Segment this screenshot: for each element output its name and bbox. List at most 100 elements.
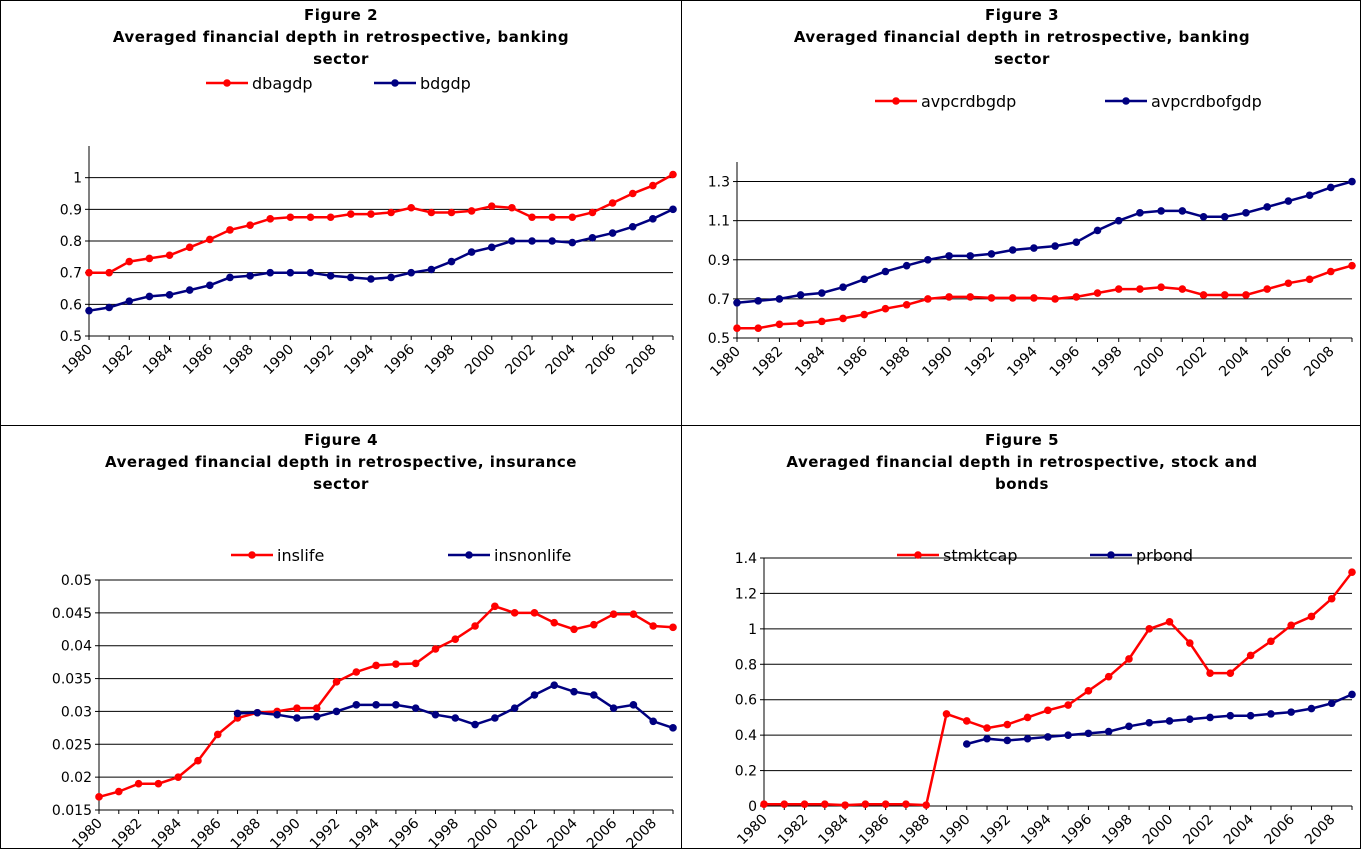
- data-point: [125, 257, 134, 266]
- y-tick-label: 0: [748, 799, 757, 815]
- data-point: [326, 213, 335, 222]
- x-tick-label: 2000: [1140, 812, 1177, 848]
- y-tick-label: 1.3: [708, 175, 730, 191]
- x-tick-label: 2006: [584, 815, 621, 848]
- x-tick-label: 1982: [100, 342, 137, 379]
- data-point: [628, 189, 637, 198]
- y-tick-label: 0.04: [61, 639, 92, 655]
- data-point: [1185, 715, 1194, 723]
- data-point: [902, 800, 910, 809]
- x-tick-label: 1986: [180, 341, 217, 378]
- x-tick-label: 1994: [341, 341, 378, 378]
- data-point: [1125, 655, 1133, 663]
- data-point: [1104, 727, 1113, 736]
- data-point: [1348, 261, 1356, 270]
- x-tick-label: 1996: [1047, 343, 1084, 380]
- data-point: [754, 324, 763, 333]
- legend-marker: [223, 79, 231, 87]
- legend-label: bdgdp: [420, 74, 471, 93]
- data-point: [510, 704, 519, 712]
- data-point: [1003, 720, 1012, 729]
- data-point: [431, 710, 440, 719]
- data-point: [306, 268, 315, 277]
- data-point: [1104, 672, 1113, 681]
- data-point: [293, 704, 301, 712]
- data-point: [293, 714, 301, 722]
- data-point: [550, 618, 559, 627]
- data-point: [1326, 267, 1335, 276]
- x-tick-label: 1996: [382, 341, 419, 378]
- series-line: [89, 173, 674, 274]
- data-point: [987, 250, 996, 258]
- data-point: [1348, 690, 1356, 699]
- x-tick-label: 1990: [919, 344, 956, 381]
- data-point: [796, 319, 805, 328]
- legend-label: prbond: [1136, 546, 1193, 565]
- data-point: [372, 661, 380, 670]
- x-tick-label: 2004: [1216, 343, 1253, 380]
- data-point: [451, 635, 460, 643]
- legend-marker: [391, 79, 399, 87]
- data-point: [1157, 207, 1165, 215]
- y-tick-label: 0.035: [52, 672, 92, 688]
- y-tick-label: 0.6: [735, 693, 757, 709]
- data-point: [226, 273, 234, 282]
- y-tick-label: 0.2: [735, 764, 757, 780]
- data-point: [962, 717, 971, 725]
- data-point: [590, 691, 598, 699]
- x-tick-label: 1998: [422, 342, 459, 379]
- data-point: [1242, 209, 1250, 217]
- x-tick-label: 2008: [1302, 812, 1339, 848]
- data-point: [226, 226, 234, 234]
- y-tick-label: 0.9: [60, 202, 82, 218]
- data-point: [1199, 291, 1208, 299]
- legend-label: avpcrdbgdp: [921, 92, 1016, 111]
- x-tick-label: 1998: [1099, 812, 1136, 848]
- data-point: [800, 800, 809, 809]
- data-point: [1114, 285, 1123, 293]
- data-point: [206, 235, 214, 244]
- data-point: [945, 293, 953, 301]
- data-point: [1348, 568, 1356, 576]
- x-tick-label: 1986: [835, 343, 872, 380]
- divider: [681, 1, 682, 848]
- y-tick-label: 1: [748, 622, 757, 638]
- data-point: [1287, 621, 1295, 630]
- x-tick-label: 2000: [462, 342, 499, 379]
- x-tick-label: 1992: [301, 342, 338, 379]
- data-point: [246, 272, 254, 280]
- data-point: [352, 701, 361, 709]
- data-point: [487, 243, 496, 252]
- data-point: [550, 681, 559, 689]
- legend-label: inslife: [277, 546, 324, 565]
- data-point: [185, 243, 194, 252]
- data-point: [1084, 687, 1093, 695]
- data-point: [839, 283, 847, 291]
- x-tick-label: 1984: [140, 341, 177, 378]
- data-point: [628, 222, 637, 231]
- data-point: [1284, 197, 1293, 205]
- data-point: [312, 704, 321, 712]
- chart-panel: 0.015 0.02 0.025 0.03 0.035 0.04 0.045 0.05 1980…: [1, 426, 681, 849]
- data-point: [266, 268, 275, 277]
- data-point: [154, 779, 163, 788]
- y-tick-label: 1.4: [735, 551, 757, 567]
- data-point: [1003, 736, 1012, 745]
- data-point: [471, 720, 479, 729]
- x-tick-label: 1990: [261, 342, 298, 379]
- data-point: [841, 801, 849, 809]
- data-point: [306, 213, 315, 222]
- data-point: [467, 207, 476, 215]
- data-point: [733, 324, 741, 333]
- data-point: [669, 724, 677, 732]
- y-tick-label: 1: [73, 171, 82, 187]
- x-tick-label: 2002: [1174, 344, 1211, 381]
- data-point: [588, 234, 597, 242]
- data-point: [105, 303, 113, 312]
- data-point: [1125, 722, 1133, 731]
- data-point: [1185, 639, 1194, 647]
- data-point: [352, 668, 361, 676]
- data-point: [1226, 669, 1235, 677]
- data-point: [1093, 289, 1102, 297]
